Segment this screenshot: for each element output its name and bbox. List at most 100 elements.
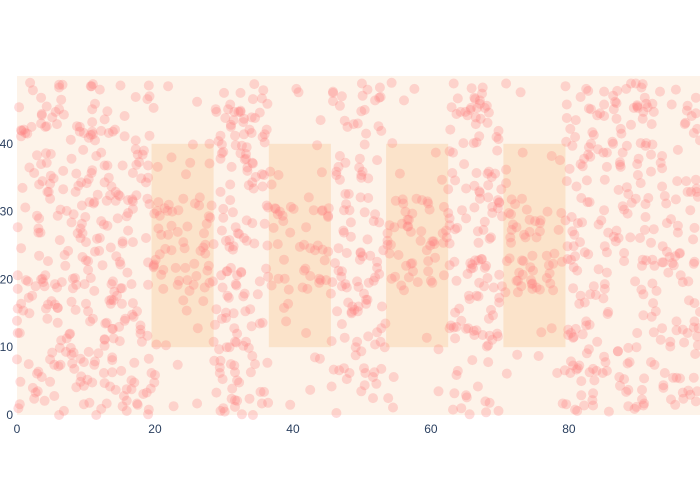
scatter-point bbox=[334, 151, 345, 161]
scatter-point bbox=[651, 285, 662, 296]
scatter-point bbox=[581, 316, 592, 327]
scatter-point bbox=[515, 87, 526, 98]
scatter-point bbox=[359, 380, 370, 391]
scatter-point bbox=[66, 217, 77, 228]
scatter-point bbox=[521, 204, 532, 215]
x-tick-label: 0 bbox=[14, 422, 21, 436]
scatter-point bbox=[340, 189, 351, 199]
scatter-point bbox=[158, 283, 169, 294]
scatter-point bbox=[246, 321, 257, 332]
scatter-point bbox=[584, 197, 595, 208]
scatter-point bbox=[387, 138, 398, 149]
scatter-point bbox=[641, 138, 652, 149]
scatter-point bbox=[244, 124, 255, 135]
scatter-point bbox=[33, 366, 44, 377]
scatter-point bbox=[12, 270, 23, 281]
y-tick-label: 0 bbox=[6, 408, 13, 422]
scatter-point bbox=[334, 100, 345, 111]
scatter-point bbox=[632, 328, 643, 338]
scatter-point bbox=[565, 368, 576, 378]
scatter-point bbox=[474, 95, 485, 106]
scatter-point bbox=[632, 101, 643, 112]
scatter-point bbox=[141, 387, 152, 398]
scatter-point bbox=[425, 275, 436, 286]
scatter-point bbox=[99, 340, 110, 351]
scatter-point bbox=[611, 225, 622, 236]
scatter-point bbox=[599, 279, 610, 290]
scatter-point bbox=[66, 153, 77, 164]
scatter-point bbox=[561, 136, 572, 147]
scatter-point bbox=[615, 159, 625, 170]
scatter-point bbox=[363, 193, 374, 203]
scatter-point bbox=[75, 353, 86, 364]
scatter-point bbox=[356, 346, 367, 357]
scatter-point bbox=[570, 404, 581, 415]
scatter-point bbox=[666, 99, 677, 110]
scatter-point bbox=[61, 205, 72, 216]
scatter-point bbox=[150, 370, 160, 380]
scatter-point bbox=[490, 168, 501, 179]
scatter-point bbox=[81, 298, 91, 309]
scatter-point bbox=[109, 286, 120, 297]
scatter-point bbox=[34, 250, 45, 261]
highlight-region-3 bbox=[386, 143, 449, 348]
scatter-point bbox=[583, 249, 594, 260]
scatter-point bbox=[588, 363, 599, 374]
scatter-point bbox=[319, 255, 330, 266]
scatter-point bbox=[394, 168, 405, 179]
scatter-point bbox=[153, 197, 164, 208]
scatter-point bbox=[376, 363, 387, 374]
scatter-point bbox=[316, 167, 327, 178]
scatter-point bbox=[247, 351, 258, 361]
scatter-point bbox=[370, 272, 381, 283]
scatter-point bbox=[466, 83, 477, 94]
scatter-point bbox=[474, 277, 485, 288]
scatter-point bbox=[492, 203, 503, 214]
scatter-point bbox=[73, 180, 84, 191]
scatter-point bbox=[173, 205, 184, 216]
scatter-point bbox=[608, 231, 619, 242]
scatter-point bbox=[382, 235, 393, 246]
scatter-point bbox=[117, 236, 128, 247]
scatter-point bbox=[514, 267, 525, 278]
scatter-point bbox=[202, 265, 213, 276]
scatter-point bbox=[629, 403, 640, 414]
scatter-point bbox=[449, 256, 460, 267]
scatter-point bbox=[451, 370, 462, 380]
scatter-point bbox=[355, 192, 366, 203]
scatter-point bbox=[130, 144, 141, 155]
y-tick-label: 20 bbox=[0, 272, 13, 286]
scatter-point bbox=[568, 241, 579, 252]
scatter-point bbox=[601, 247, 612, 258]
scatter-point bbox=[423, 266, 434, 277]
scatter-point bbox=[221, 235, 231, 246]
scatter-point bbox=[638, 310, 649, 321]
scatter-point bbox=[423, 256, 434, 267]
scatter-point bbox=[132, 306, 142, 317]
scatter-point bbox=[491, 132, 502, 142]
scatter-point bbox=[250, 172, 261, 182]
scatter-point bbox=[121, 395, 132, 406]
scatter-point bbox=[211, 106, 222, 117]
scatter-point bbox=[194, 192, 205, 203]
scatter-point bbox=[576, 390, 587, 401]
scatter-point bbox=[113, 189, 124, 200]
scatter-point bbox=[397, 194, 408, 205]
scatter-point bbox=[86, 168, 97, 178]
scatter-point bbox=[478, 224, 489, 235]
scatter-point bbox=[517, 255, 527, 266]
scatter-point bbox=[89, 285, 100, 296]
scatter-point bbox=[43, 186, 54, 197]
scatter-point bbox=[36, 92, 47, 103]
scatter-point bbox=[178, 193, 189, 204]
scatter-point bbox=[242, 165, 253, 176]
scatter-point bbox=[149, 208, 160, 219]
scatter-point bbox=[655, 334, 666, 345]
scatter-point bbox=[119, 131, 130, 142]
scatter-point bbox=[314, 277, 325, 288]
scatter-point bbox=[87, 104, 98, 115]
scatter-point bbox=[221, 307, 231, 318]
scatter-point bbox=[668, 260, 679, 271]
scatter-point bbox=[146, 368, 157, 378]
scatter-point bbox=[34, 179, 45, 190]
